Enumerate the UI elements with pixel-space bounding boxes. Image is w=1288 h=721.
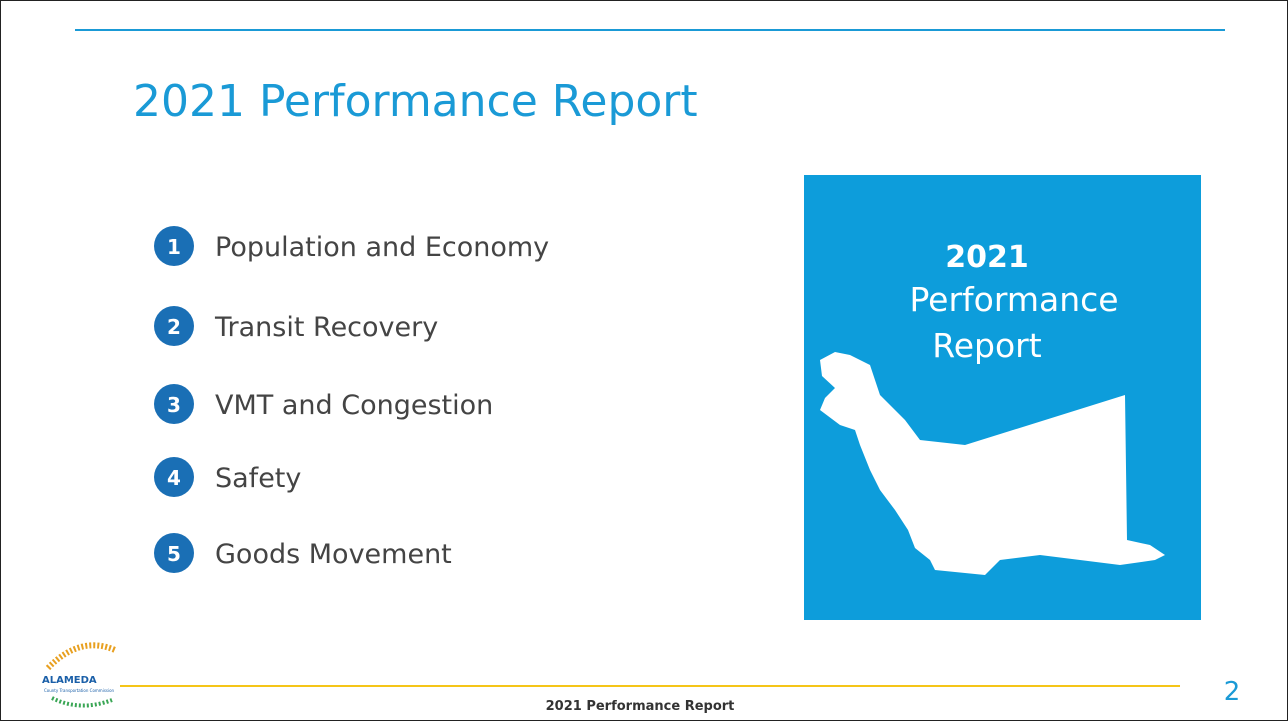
item-label: Population and Economy [215,232,549,263]
item-list: 1 Population and Economy 2 Transit Recovery… [154,226,549,573]
cover-line: Performance [909,280,1118,319]
item-label: VMT and Congestion [215,390,493,421]
county-map [820,352,1165,575]
item-label: Transit Recovery [214,312,438,343]
logo: ALAMEDA County Transportation Commission [42,642,117,708]
cover-year: 2021 [945,240,1029,275]
page-number: 2 [1224,677,1241,707]
footer-text: 2021 Performance Report [546,699,735,714]
item-label: Safety [215,463,301,494]
item-label: Goods Movement [215,539,452,570]
item-badge [154,533,194,573]
item-number: 5 [167,542,181,566]
item-number: 3 [167,393,181,417]
item-badge [154,457,194,497]
slide-title: 2021 Performance Report [133,76,698,127]
item-number: 4 [167,466,181,490]
item-badge [154,306,194,346]
logo-name: ALAMEDA [42,675,97,686]
item-number: 1 [167,235,181,259]
item-badge [154,226,194,266]
item-number: 2 [167,315,181,339]
cover-line: Report [932,326,1041,365]
logo-subtitle: County Transportation Commission [44,688,115,693]
logo-arc [45,642,117,671]
logo-arc [51,696,113,708]
item-badge [154,384,194,424]
